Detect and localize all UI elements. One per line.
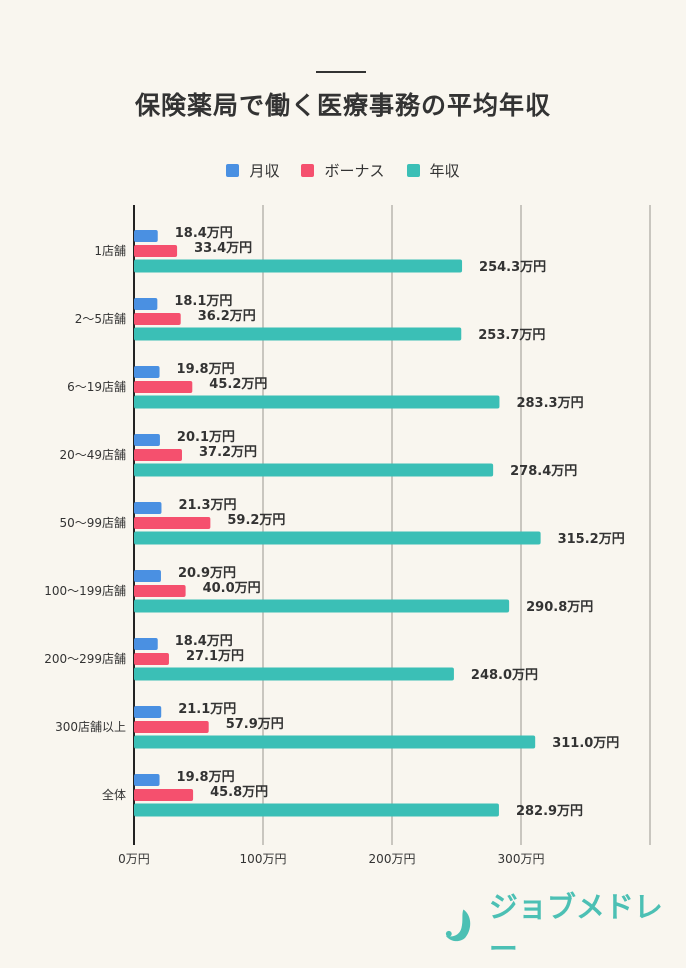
x-tick-label: 0万円 <box>118 852 150 866</box>
bar-monthly <box>134 502 162 514</box>
bar-annual <box>134 735 536 749</box>
data-label: 37.2万円 <box>199 445 257 460</box>
bar-bonus <box>134 381 193 393</box>
bar-annual <box>134 463 494 477</box>
bar-annual <box>134 327 462 341</box>
bar-monthly <box>134 230 158 242</box>
bar-monthly <box>134 570 161 582</box>
bar-annual <box>134 259 463 273</box>
bar-bonus <box>134 585 186 597</box>
bar-bonus <box>134 313 181 325</box>
bar-monthly <box>134 366 160 378</box>
bar-annual <box>134 531 541 545</box>
category-label: 1店舗 <box>94 244 126 258</box>
category-label: 50〜99店舗 <box>59 516 126 530</box>
data-label: 19.8万円 <box>177 770 235 785</box>
bar-bonus <box>134 517 211 529</box>
legend-label: 年収 <box>429 162 460 180</box>
bar-monthly <box>134 434 160 446</box>
bar-monthly <box>134 706 162 718</box>
bar-monthly <box>134 774 160 786</box>
bar-bonus <box>134 789 194 801</box>
legend-swatch <box>406 164 420 177</box>
data-label: 21.3万円 <box>178 498 236 513</box>
data-label: 290.8万円 <box>526 600 593 615</box>
x-tick-label: 100万円 <box>240 852 287 866</box>
legend-item-monthly: 月収 <box>226 160 279 181</box>
bar-annual <box>134 395 500 409</box>
data-label: 33.4万円 <box>194 241 252 256</box>
legend-item-bonus: ボーナス <box>301 160 385 181</box>
data-label: 282.9万円 <box>516 804 583 819</box>
legend-swatch <box>226 164 240 177</box>
data-label: 19.8万円 <box>177 362 235 377</box>
data-label: 45.8万円 <box>210 785 268 800</box>
category-label: 100〜199店舗 <box>44 584 126 598</box>
data-label: 27.1万円 <box>186 649 244 664</box>
data-label: 283.3万円 <box>516 396 583 411</box>
data-label: 36.2万円 <box>198 309 256 324</box>
bar-bonus <box>134 721 209 733</box>
bar-annual <box>134 599 510 613</box>
data-label: 18.1万円 <box>174 294 232 309</box>
data-label: 57.9万円 <box>226 717 284 732</box>
category-label: 20〜49店舗 <box>59 448 126 462</box>
bar-annual <box>134 667 454 681</box>
bar-bonus <box>134 449 182 461</box>
chart-title: 保険薬局で働く医療事務の平均年収 <box>134 91 551 120</box>
category-label: 200〜299店舗 <box>44 652 126 666</box>
data-label: 253.7万円 <box>478 328 545 343</box>
x-tick-label: 200万円 <box>369 852 416 866</box>
title-decoration-line <box>316 71 366 73</box>
legend-label: 月収 <box>249 162 280 180</box>
legend-item-annual: 年収 <box>406 160 460 181</box>
data-label: 20.9万円 <box>178 566 236 581</box>
category-label: 2〜5店舗 <box>75 312 126 326</box>
data-label: 278.4万円 <box>510 464 577 479</box>
category-label: 300店舗以上 <box>55 720 126 734</box>
bar-bonus <box>134 653 169 665</box>
x-tick-label: 300万円 <box>498 852 545 866</box>
data-label: 311.0万円 <box>552 736 619 751</box>
category-label: 6〜19店舗 <box>67 380 126 394</box>
bar-chart: 0万円 100万円 200万円 300万円1店舗18.4万円33.4万円254.3万円… <box>44 205 651 866</box>
data-label: 40.0万円 <box>203 581 261 596</box>
data-label: 59.2万円 <box>227 513 285 528</box>
legend: 月収 ボーナス 年収 <box>0 160 686 181</box>
bar-bonus <box>134 245 178 257</box>
data-label: 248.0万円 <box>471 668 538 683</box>
data-label: 18.4万円 <box>175 634 233 649</box>
data-label: 45.2万円 <box>209 377 267 392</box>
data-label: 254.3万円 <box>479 260 546 275</box>
brand-logo: ジョブメドレー <box>442 884 686 968</box>
logo-mark-icon <box>445 909 471 942</box>
legend-swatch <box>301 164 315 177</box>
bar-monthly <box>134 298 158 310</box>
data-label: 315.2万円 <box>558 532 625 547</box>
data-label: 20.1万円 <box>177 430 235 445</box>
bar-monthly <box>134 638 158 650</box>
bar-annual <box>134 803 499 817</box>
legend-label: ボーナス <box>324 162 385 180</box>
category-label: 全体 <box>102 787 126 802</box>
logo-text: ジョブメドレー <box>488 890 663 966</box>
data-label: 18.4万円 <box>175 226 233 241</box>
data-label: 21.1万円 <box>178 702 236 717</box>
